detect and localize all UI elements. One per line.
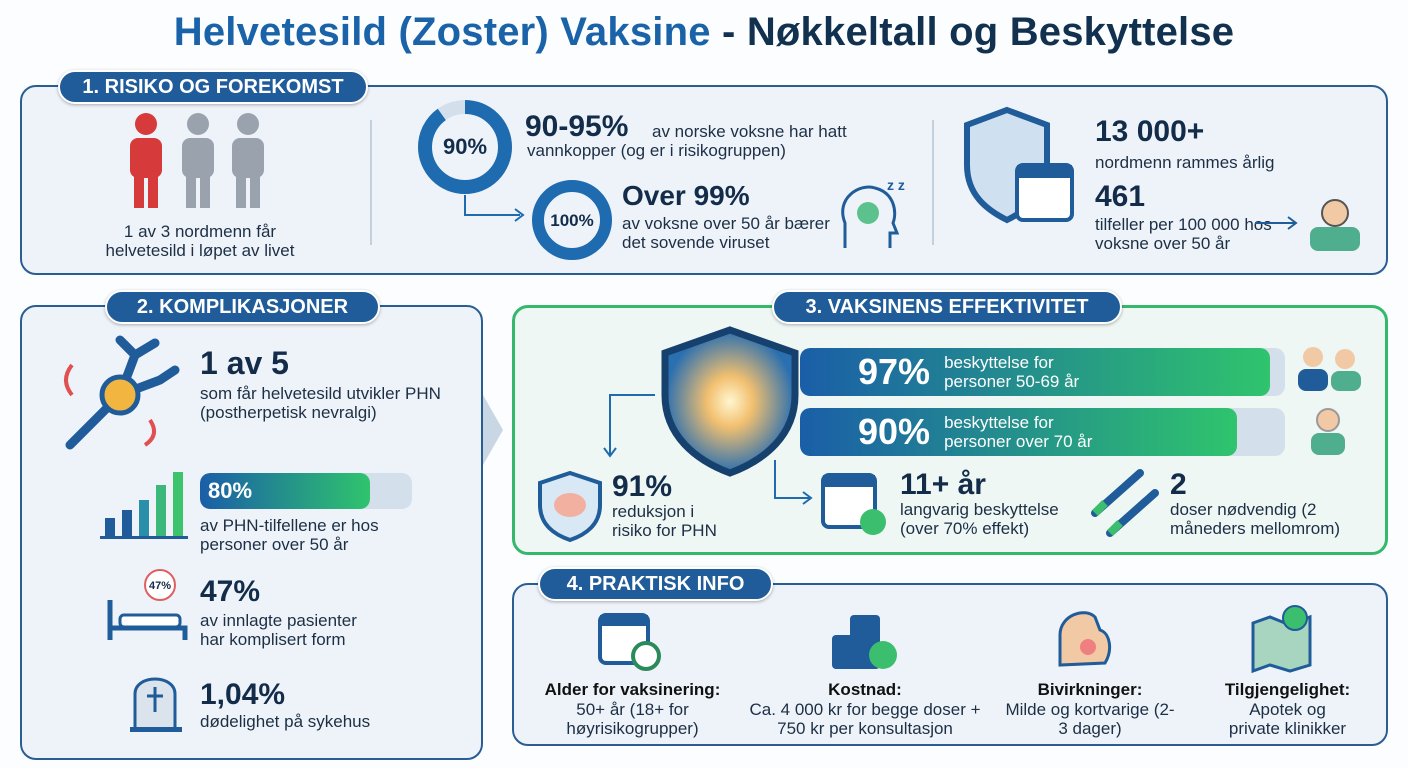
calendar-clock-icon (598, 613, 661, 671)
map-icon (1251, 605, 1312, 674)
stat: 90-95% (525, 110, 905, 144)
donut-arc (418, 100, 512, 194)
info-text: Milde og kortvarige (2-3 dager) (1005, 700, 1175, 738)
divider (370, 120, 372, 245)
calendar-icon (774, 460, 886, 535)
complications-panel (20, 305, 483, 760)
info-item: Alder for vaksinering: 50+ år (18+ for hø… (535, 680, 730, 738)
bars-icon (100, 472, 188, 539)
info-text: Apotek og private klinikker (1228, 700, 1347, 738)
grave-icon (130, 677, 182, 732)
connector (483, 395, 503, 465)
stat-text: av innlagte pasienter har komplisert for… (200, 611, 357, 649)
bar: 97% beskyttelse for personer 50-69 år (800, 348, 1271, 396)
stat-text: langvarig beskyttelse (over 70% effekt) (900, 500, 1059, 538)
info-label: Bivirkninger: (1037, 680, 1143, 699)
bar-label: 97% (858, 351, 931, 392)
donut: 90% (418, 100, 512, 194)
shield-icon (661, 326, 799, 477)
stat-headline: 91% (612, 470, 673, 503)
arrow (603, 394, 655, 458)
arrow-elder-icon (1255, 199, 1360, 251)
donut-label: 90% (443, 134, 487, 159)
section-heading: 1. RISIKO OG FOREKOMST (58, 70, 368, 104)
coins-icon (832, 615, 897, 669)
people-icon (130, 113, 264, 208)
stat-text: som får helvetesild utvikler PHN (posthe… (200, 384, 441, 422)
stat-headline: Over 99% (622, 180, 750, 211)
stat-headline: 461 (1095, 180, 1146, 213)
stat-headline: 2 (1170, 468, 1187, 501)
stat-headline: 1,04% (200, 678, 286, 711)
brain-shield-icon (538, 470, 602, 543)
bar-track: 97% beskyttelse for personer 50-69 år (800, 348, 1285, 396)
title: Helvetesild (Zoster) Vaksine - Nøkkeltal… (0, 10, 1408, 55)
shield-calendar-icon (964, 106, 1074, 224)
people-text: 1 av 3 nordmenn får helvetesild i løpet … (105, 222, 295, 260)
stat-headline: 47% (200, 575, 261, 608)
virus-head-icon: z z (841, 177, 905, 248)
bar-track: 90% beskyttelse for personer over 70 år (800, 408, 1285, 456)
bar: 90% beskyttelse for personer over 70 år (800, 408, 1237, 456)
stat-text: av voksne over 50 år bærer det sovende v… (622, 214, 830, 252)
stat-text: tilfeller per 100 000 hos voksne over 50… (1095, 215, 1272, 253)
syringe-icon (1091, 469, 1159, 537)
divider (932, 120, 934, 245)
title-main: Helvetesild (Zoster) Vaksine (173, 10, 711, 54)
bar-track: 80% (200, 473, 412, 509)
icon-label: 47% (149, 580, 171, 592)
stat-text: av norske voksne har hatt vannkopper (og… (527, 122, 847, 160)
info-item: Tilgjengelighet: Apotek og private klinik… (1205, 680, 1370, 738)
stat-headline: 90-95% (525, 110, 629, 143)
bar-text: beskyttelse for personer 50-69 år (944, 353, 1080, 391)
svg-text:z z: z z (887, 177, 905, 193)
info-text: 50+ år (18+ for høyrisikogrupper) (566, 700, 699, 738)
info-item: Bivirkninger: Milde og kortvarige (2-3 da… (1005, 680, 1175, 738)
bar-label: 80% (208, 478, 253, 503)
arm-icon (1058, 611, 1112, 667)
info-label: Alder for vaksinering: (544, 680, 721, 699)
info-text: Ca. 4 000 kr for begge doser + 750 kr pe… (749, 700, 981, 738)
section-heading: 4. PRAKTISK INFO (538, 567, 773, 601)
arrow (464, 195, 525, 222)
info-label: Tilgjengelighet: (1224, 680, 1351, 699)
info-item: Kostnad: Ca. 4 000 kr for begge doser + 7… (745, 680, 985, 738)
info-label: Kostnad: (828, 680, 902, 699)
donut: 100% (532, 180, 612, 260)
section-heading: 2. KOMPLIKASJONER (105, 290, 380, 324)
donut-arc (532, 180, 612, 260)
stat-text: dødelighet på sykehus (200, 712, 371, 731)
donut-label: 100% (550, 211, 593, 230)
bar: 80% (200, 473, 370, 509)
stat-text: nordmenn rammes årlig (1095, 153, 1275, 172)
nerve-icon (64, 335, 180, 450)
bar-text: beskyttelse for personer over 70 år (944, 413, 1093, 451)
stat-headline: 1 av 5 (200, 345, 289, 381)
people-icons (1298, 347, 1361, 455)
stat-headline: 11+ år (900, 468, 986, 501)
bar-label: 90% (858, 411, 931, 452)
stat-text: av PHN-tilfellene er hos personer over 5… (200, 516, 379, 554)
stat-headline: 13 000+ (1095, 115, 1205, 148)
section-heading: 3. VAKSINENS EFFEKTIVITET (772, 290, 1122, 324)
title-sub: - Nøkkeltall og Beskyttelse (722, 10, 1235, 54)
stat-text: doser nødvendig (2 måneders mellomrom) (1170, 500, 1341, 538)
hospital-bed-icon: 47% (107, 569, 188, 640)
stat-text: reduksjon i risiko for PHN (612, 502, 717, 540)
